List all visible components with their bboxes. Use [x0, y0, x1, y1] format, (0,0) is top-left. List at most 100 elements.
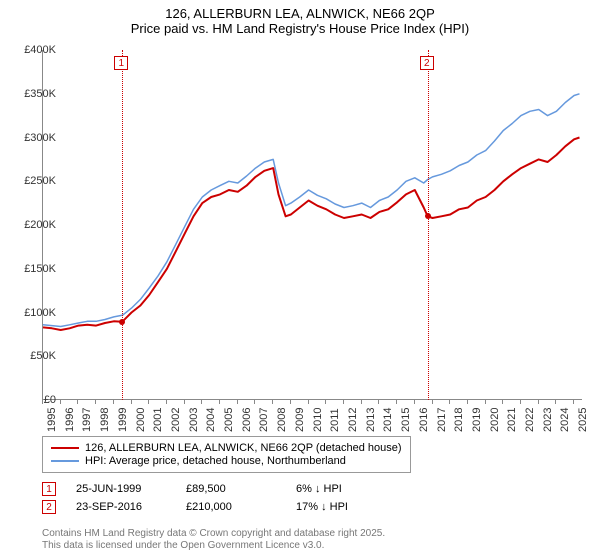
sales-date: 23-SEP-2016 — [76, 501, 166, 513]
x-tick-label: 2013 — [365, 408, 377, 432]
y-tick-label: £0 — [6, 394, 56, 406]
x-tick-label: 2024 — [559, 408, 571, 432]
marker-box-2: 2 — [420, 56, 434, 70]
marker-vline-1 — [122, 50, 123, 400]
x-tick-label: 1999 — [117, 408, 129, 432]
y-tick-label: £400K — [6, 44, 56, 56]
x-tick-label: 2001 — [152, 408, 164, 432]
x-tick-label: 2023 — [542, 408, 554, 432]
y-tick-label: £200K — [6, 219, 56, 231]
x-tick-mark — [325, 400, 326, 404]
y-tick-label: £150K — [6, 263, 56, 275]
x-tick-mark — [184, 400, 185, 404]
x-tick-label: 2006 — [241, 408, 253, 432]
x-tick-label: 1997 — [81, 408, 93, 432]
legend-swatch-property — [51, 447, 79, 449]
legend-swatch-hpi — [51, 460, 79, 462]
x-tick-mark — [432, 400, 433, 404]
marker-dot-2 — [425, 213, 431, 219]
sales-table: 125-JUN-1999£89,5006% ↓ HPI223-SEP-2016£… — [42, 482, 376, 518]
x-tick-label: 2007 — [258, 408, 270, 432]
x-tick-mark — [60, 400, 61, 404]
x-tick-label: 2018 — [453, 408, 465, 432]
x-tick-label: 2016 — [418, 408, 430, 432]
x-tick-mark — [538, 400, 539, 404]
sales-date: 25-JUN-1999 — [76, 483, 166, 495]
x-tick-mark — [148, 400, 149, 404]
chart-plot-area — [42, 50, 582, 400]
x-tick-mark — [237, 400, 238, 404]
legend-item-property: 126, ALLERBURN LEA, ALNWICK, NE66 2QP (d… — [51, 442, 402, 454]
y-tick-label: £100K — [6, 307, 56, 319]
sales-row: 125-JUN-1999£89,5006% ↓ HPI — [42, 482, 376, 496]
legend-label-property: 126, ALLERBURN LEA, ALNWICK, NE66 2QP (d… — [85, 442, 402, 454]
series-line-hpi — [43, 94, 580, 327]
x-tick-label: 2012 — [347, 408, 359, 432]
x-tick-label: 2025 — [577, 408, 589, 432]
x-tick-label: 1998 — [99, 408, 111, 432]
x-tick-label: 2015 — [400, 408, 412, 432]
marker-dot-1 — [119, 319, 125, 325]
x-tick-mark — [219, 400, 220, 404]
x-tick-label: 2011 — [329, 408, 341, 432]
x-tick-label: 2017 — [436, 408, 448, 432]
x-tick-label: 1995 — [46, 408, 58, 432]
x-tick-mark — [520, 400, 521, 404]
x-tick-mark — [378, 400, 379, 404]
x-tick-label: 2021 — [506, 408, 518, 432]
x-tick-mark — [467, 400, 468, 404]
x-tick-label: 2022 — [524, 408, 536, 432]
x-tick-mark — [113, 400, 114, 404]
x-tick-mark — [290, 400, 291, 404]
sales-delta: 17% ↓ HPI — [296, 501, 376, 513]
x-tick-mark — [396, 400, 397, 404]
chart-svg — [43, 50, 583, 400]
x-tick-mark — [414, 400, 415, 404]
legend-item-hpi: HPI: Average price, detached house, Nort… — [51, 455, 402, 467]
sales-delta: 6% ↓ HPI — [296, 483, 376, 495]
x-tick-label: 2020 — [489, 408, 501, 432]
x-tick-label: 2008 — [276, 408, 288, 432]
x-tick-label: 2010 — [312, 408, 324, 432]
x-tick-label: 2002 — [170, 408, 182, 432]
x-tick-label: 2009 — [294, 408, 306, 432]
sales-marker: 2 — [42, 500, 56, 514]
x-tick-mark — [254, 400, 255, 404]
x-tick-mark — [201, 400, 202, 404]
chart-title-line2: Price paid vs. HM Land Registry's House … — [0, 21, 600, 36]
x-tick-mark — [77, 400, 78, 404]
marker-vline-2 — [428, 50, 429, 400]
x-tick-mark — [272, 400, 273, 404]
x-tick-mark — [502, 400, 503, 404]
x-tick-label: 2014 — [382, 408, 394, 432]
x-tick-label: 2004 — [205, 408, 217, 432]
y-tick-label: £50K — [6, 350, 56, 362]
footer-line1: Contains HM Land Registry data © Crown c… — [42, 528, 385, 540]
sales-marker: 1 — [42, 482, 56, 496]
x-tick-mark — [343, 400, 344, 404]
x-tick-mark — [308, 400, 309, 404]
x-tick-mark — [95, 400, 96, 404]
footer-line2: This data is licensed under the Open Gov… — [42, 540, 385, 552]
x-tick-mark — [361, 400, 362, 404]
sales-row: 2 23-SEP-2016 £210,000 17% ↓ HPI — [42, 500, 376, 514]
x-tick-mark — [555, 400, 556, 404]
footer-text: Contains HM Land Registry data © Crown c… — [42, 528, 385, 552]
x-tick-mark — [42, 400, 43, 404]
x-tick-mark — [485, 400, 486, 404]
marker-box-1: 1 — [114, 56, 128, 70]
sales-price: £210,000 — [186, 501, 276, 513]
x-tick-mark — [131, 400, 132, 404]
series-line-property — [43, 138, 580, 331]
x-tick-label: 2005 — [223, 408, 235, 432]
x-tick-label: 1996 — [64, 408, 76, 432]
y-tick-label: £300K — [6, 132, 56, 144]
y-tick-label: £250K — [6, 175, 56, 187]
legend-box: 126, ALLERBURN LEA, ALNWICK, NE66 2QP (d… — [42, 436, 411, 473]
x-tick-mark — [166, 400, 167, 404]
chart-title-line1: 126, ALLERBURN LEA, ALNWICK, NE66 2QP — [0, 0, 600, 21]
x-tick-label: 2000 — [135, 408, 147, 432]
x-tick-mark — [449, 400, 450, 404]
legend-label-hpi: HPI: Average price, detached house, Nort… — [85, 455, 346, 467]
x-tick-label: 2003 — [188, 408, 200, 432]
